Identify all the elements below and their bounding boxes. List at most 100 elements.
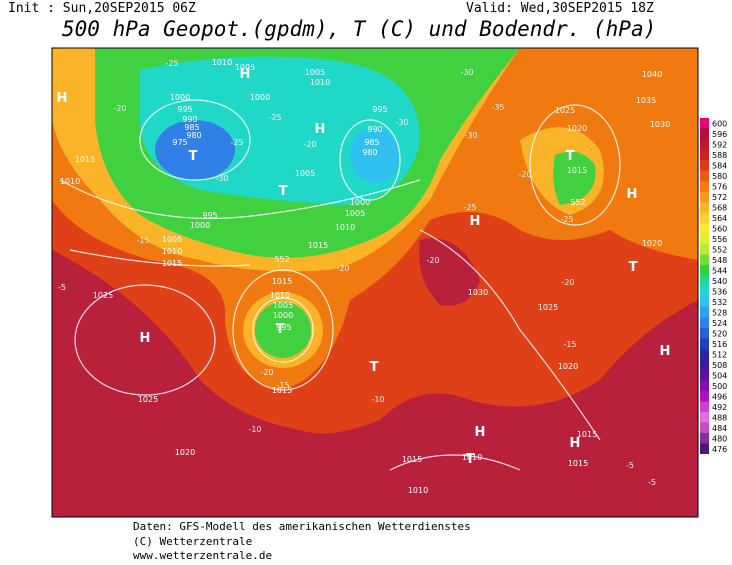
- isobar-label: 995: [177, 105, 192, 114]
- colorbar-cell: [700, 139, 709, 150]
- isobar-label: 1010: [60, 177, 80, 186]
- temperature-label: -25: [165, 59, 178, 68]
- colorbar-label: 480: [712, 434, 727, 443]
- colorbar-label: 592: [712, 140, 727, 149]
- colorbar-label: 564: [712, 214, 727, 223]
- pressure-center: T: [276, 322, 285, 337]
- green-field: [553, 151, 596, 205]
- pressure-center: H: [315, 122, 326, 137]
- colorbar-cell: [700, 307, 709, 318]
- isobar-label: 995: [372, 105, 387, 114]
- colorbar-label: 532: [712, 298, 727, 307]
- colorbar-cell: [700, 149, 709, 160]
- colorbar-cell: [700, 223, 709, 234]
- pressure-center: T: [279, 184, 288, 199]
- colorbar-cell: [700, 338, 709, 349]
- isobar-label: 985: [184, 123, 199, 132]
- isobar-label: 1010: [462, 453, 482, 462]
- pressure-center: T: [370, 360, 379, 375]
- isobar-label: 1000: [190, 221, 210, 230]
- pressure-center: T: [566, 149, 575, 164]
- colorbar-label: 524: [712, 319, 727, 328]
- isobar-label: 1015: [162, 259, 182, 268]
- temperature-label: -30: [464, 131, 477, 140]
- isobar-label: 1025: [93, 291, 113, 300]
- isobar-label: 1000: [170, 93, 190, 102]
- colorbar-cell: [700, 359, 709, 370]
- pressure-center: H: [57, 91, 68, 106]
- temperature-label: -25: [560, 215, 573, 224]
- colorbar-cell: [700, 128, 709, 139]
- colorbar-label: 568: [712, 203, 727, 212]
- colorbar-label: 540: [712, 277, 727, 286]
- colorbar-cell: [700, 349, 709, 360]
- pressure-center: T: [629, 260, 638, 275]
- colorbar-label: 516: [712, 340, 727, 349]
- isobar-label: 1010: [162, 247, 182, 256]
- isobar-label: 1005: [305, 68, 325, 77]
- colorbar-cell: [700, 380, 709, 391]
- colorbar-cell: [700, 296, 709, 307]
- colorbar-label: 576: [712, 182, 727, 191]
- footer-line: (C) Wetterzentrale: [133, 535, 253, 548]
- pressure-center: H: [660, 344, 671, 359]
- isobar-label: 1025: [138, 395, 158, 404]
- colorbar-cell: [700, 401, 709, 412]
- colorbar-label: 596: [712, 130, 727, 139]
- temperature-label: -20: [113, 104, 126, 113]
- colorbar-label: 544: [712, 266, 727, 275]
- isobar-label: 1015: [272, 277, 292, 286]
- temperature-label: -35: [491, 103, 504, 112]
- isobar-label: 1020: [175, 448, 195, 457]
- pressure-center: H: [470, 214, 481, 229]
- pressure-center: H: [475, 425, 486, 440]
- colorbar-cell: [700, 422, 709, 433]
- temperature-label: -30: [460, 68, 473, 77]
- temperature-label: -20: [426, 256, 439, 265]
- pressure-center: T: [189, 149, 198, 164]
- isobar-label: 1015: [272, 386, 292, 395]
- colorbar-label: 580: [712, 172, 727, 181]
- isobar-label: 980: [362, 148, 377, 157]
- isobar-label: 1000: [250, 93, 270, 102]
- isobar-label: 1025: [555, 106, 575, 115]
- isobar-label: 1040: [642, 70, 662, 79]
- colorbar-cell: [700, 275, 709, 286]
- colorbar-label: 556: [712, 235, 727, 244]
- colorbar-cell: [700, 443, 709, 454]
- colorbar-label: 520: [712, 329, 727, 338]
- isobar-label: 1000: [350, 198, 370, 207]
- temperature-label: -25: [463, 203, 476, 212]
- pressure-center: H: [627, 187, 638, 202]
- isobar-label: 1020: [558, 362, 578, 371]
- colorbar-label: 584: [712, 161, 727, 170]
- isobar-label: 1020: [642, 239, 662, 248]
- colorbar-label: 600: [712, 119, 727, 128]
- low-core: [350, 127, 400, 183]
- pressure-center: H: [140, 331, 151, 346]
- temperature-label: -5: [58, 283, 66, 292]
- colorbar-cell: [700, 181, 709, 192]
- temperature-label: -20: [303, 140, 316, 149]
- colorbar-cell: [700, 412, 709, 423]
- isobar-label: 975: [172, 138, 187, 147]
- low-core: [155, 120, 235, 180]
- pressure-center: H: [570, 436, 581, 451]
- map-title: 500 hPa Geopot.(gpdm), T (C) und Bodendr…: [62, 17, 657, 41]
- colorbar-cell: [700, 433, 709, 444]
- colorbar-cell: [700, 160, 709, 171]
- isobar-label: 1005: [162, 235, 182, 244]
- colorbar-cell: [700, 328, 709, 339]
- colorbar-label: 548: [712, 256, 727, 265]
- temperature-label: -20: [518, 170, 531, 179]
- isobar-label: 1015: [75, 155, 95, 164]
- footer-line: www.wetterzentrale.de: [133, 549, 273, 562]
- colorbar-cell: [700, 118, 709, 129]
- colorbar-cell: [700, 370, 709, 381]
- isobar-label: 1015: [577, 430, 597, 439]
- isobar-label: 990: [367, 125, 382, 134]
- colorbar-label: 512: [712, 350, 727, 359]
- isobar-label: 1005: [295, 169, 315, 178]
